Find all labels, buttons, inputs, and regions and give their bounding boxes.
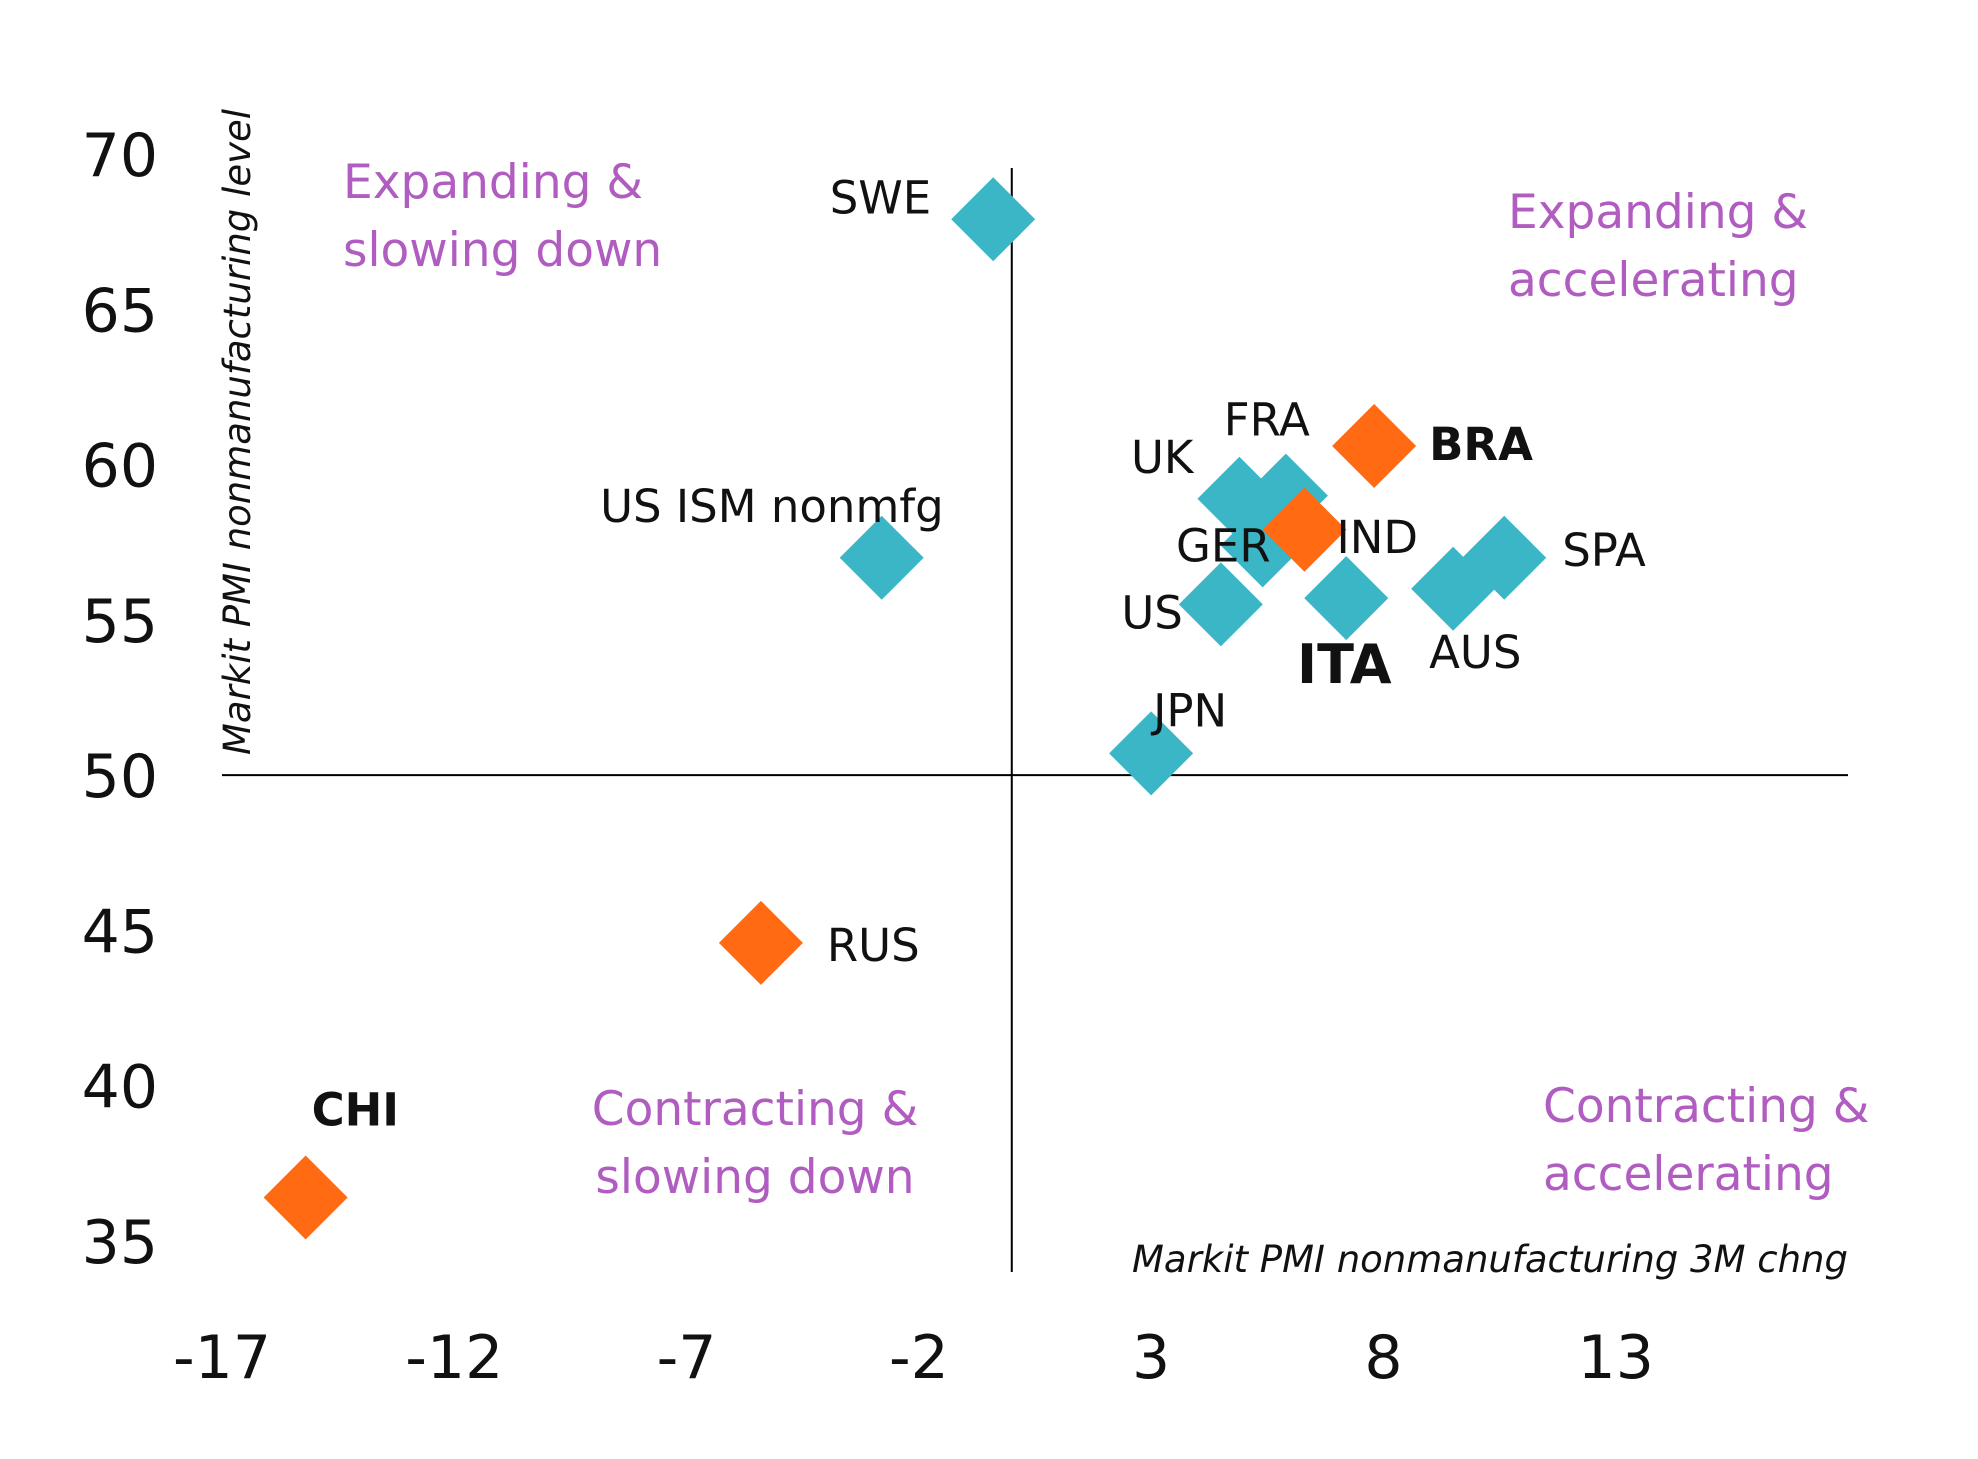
quadrant-label-line: accelerating <box>1543 1147 1834 1202</box>
quadrant-label-line: slowing down <box>595 1150 914 1205</box>
point-rus <box>718 900 803 985</box>
x-tick-label: 8 <box>1364 1323 1402 1393</box>
tick-labels-layer: -17 -12 -7 -2 3 8 13 70 65 60 55 50 45 40 35 <box>82 121 1654 1393</box>
quadrant-label-line: Contracting & <box>1543 1079 1869 1134</box>
quadrant-label-top-left: Expanding & slowing down <box>343 155 662 278</box>
point-label-fra: FRA <box>1224 394 1310 447</box>
quadrant-label-line: Expanding & <box>343 155 643 210</box>
quadrant-label-bottom-left: Contracting & slowing down <box>592 1082 918 1205</box>
point-jpn <box>1109 711 1194 796</box>
quadrant-label-top-right: Expanding & accelerating <box>1508 185 1808 308</box>
x-tick-label: 3 <box>1132 1323 1170 1393</box>
point-bra <box>1332 403 1417 488</box>
point-swe <box>951 177 1036 262</box>
quadrant-label-line: Expanding & <box>1508 185 1808 240</box>
y-tick-label: 60 <box>82 432 158 502</box>
point-us-ism-nonmfg <box>839 515 924 600</box>
point-label-bra: BRA <box>1429 418 1533 471</box>
point-label-ita: ITA <box>1297 633 1392 696</box>
point-label-us-ism-nonmfg: US ISM nonmfg <box>600 480 944 533</box>
y-tick-label: 70 <box>82 121 158 191</box>
x-tick-label: -12 <box>405 1323 503 1393</box>
point-us <box>1178 562 1263 647</box>
point-ind <box>1262 487 1347 572</box>
y-tick-label: 45 <box>82 897 158 967</box>
point-label-us: US <box>1121 586 1183 639</box>
quadrant-label-bottom-right: Contracting & accelerating <box>1543 1079 1869 1202</box>
point-label-chi: CHI <box>312 1083 399 1136</box>
quadrant-label-line: slowing down <box>343 223 662 278</box>
point-label-ger: GER <box>1176 519 1271 572</box>
x-tick-label: 13 <box>1578 1323 1654 1393</box>
x-tick-label: -7 <box>657 1323 717 1393</box>
points-layer <box>263 177 1547 1240</box>
point-spa <box>1462 515 1547 600</box>
point-label-ind: IND <box>1336 511 1418 564</box>
y-tick-label: 55 <box>82 587 158 657</box>
x-axis-title: Markit PMI nonmanufacturing 3M chng <box>1132 1238 1848 1281</box>
quadrant-label-line: accelerating <box>1508 253 1799 308</box>
point-label-jpn: JPN <box>1150 684 1227 737</box>
point-chi <box>263 1155 348 1240</box>
y-tick-label: 65 <box>82 276 158 346</box>
y-axis-title: Markit PMI nonmanufacturing level <box>216 108 259 755</box>
y-tick-label: 35 <box>82 1208 158 1278</box>
point-label-aus: AUS <box>1429 626 1521 679</box>
point-labels-layer: SWE US ISM nonmfg UK FRA GER US ITA AUS SPA JPN IN… <box>312 171 1646 1136</box>
y-tick-label: 40 <box>82 1053 158 1123</box>
quadrant-labels-layer: Expanding & slowing down Expanding & accele… <box>343 155 1869 1205</box>
point-ita <box>1304 556 1389 641</box>
point-label-swe: SWE <box>830 171 932 224</box>
quadrant-label-line: Contracting & <box>592 1082 918 1137</box>
point-label-rus: RUS <box>827 919 920 972</box>
axes-layer <box>222 168 1848 1272</box>
x-tick-label: -2 <box>889 1323 949 1393</box>
point-label-uk: UK <box>1131 431 1195 484</box>
point-label-spa: SPA <box>1562 524 1646 577</box>
x-tick-label: -17 <box>173 1323 271 1393</box>
y-tick-label: 50 <box>82 742 158 812</box>
